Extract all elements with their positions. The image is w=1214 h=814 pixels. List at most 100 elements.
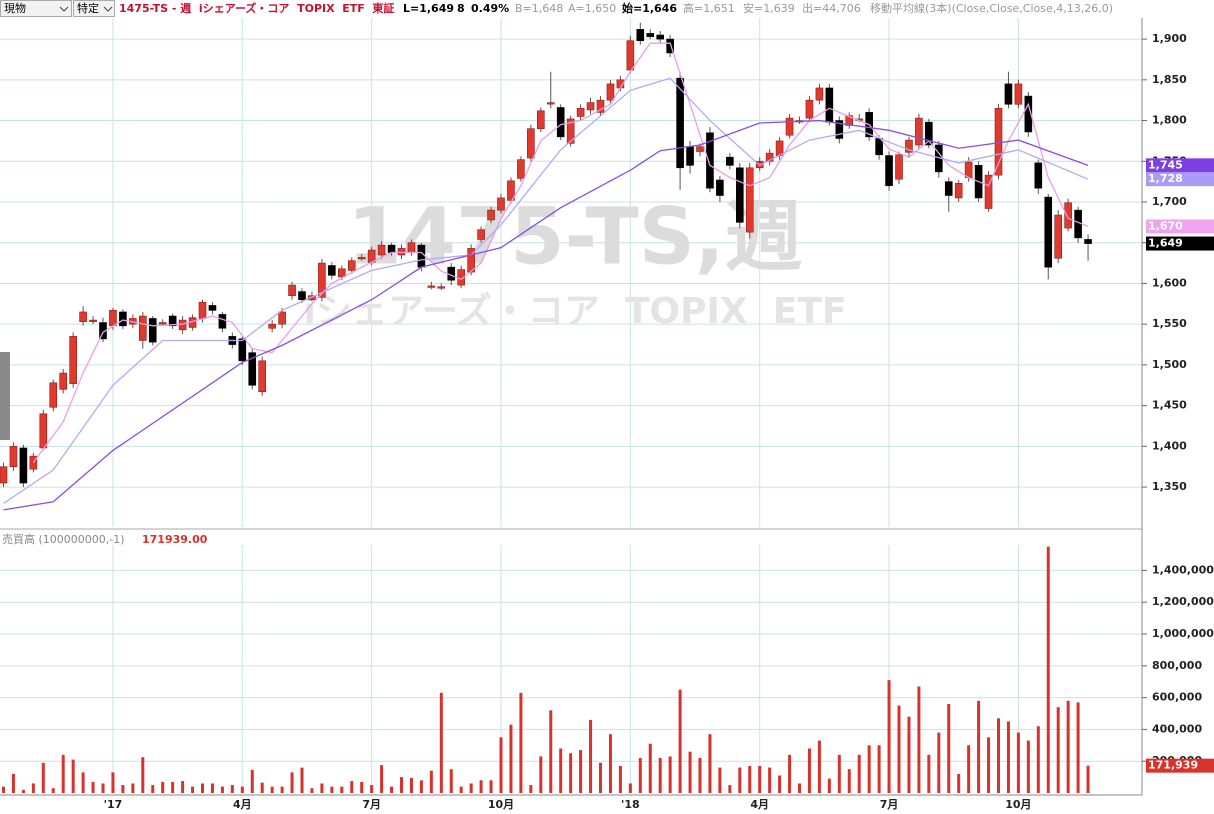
volume-bar — [350, 781, 354, 793]
volume-bar — [71, 759, 75, 793]
volume-bar — [151, 785, 155, 793]
volume-bar — [489, 780, 493, 793]
volume-bar — [618, 765, 622, 793]
candle-body — [626, 40, 635, 71]
volume-bar — [61, 754, 65, 793]
volume-bar — [539, 756, 543, 793]
moving-average-line — [3, 77, 1089, 504]
volume-bar — [1036, 726, 1040, 793]
volume-bar — [628, 783, 632, 793]
volume-bar — [41, 762, 45, 793]
volume-bar — [310, 788, 314, 793]
header-background — [0, 0, 1214, 18]
side-tab[interactable] — [0, 352, 10, 440]
y-tick-label: 400,000 — [1152, 722, 1202, 735]
volume-bar — [1006, 721, 1010, 793]
volume-bar — [608, 734, 612, 793]
x-tick-label: 7月 — [880, 798, 899, 811]
volume-bar — [499, 737, 503, 793]
candle-body — [507, 180, 515, 201]
market-select[interactable] — [0, 0, 72, 17]
volume-bar — [509, 724, 513, 793]
y-tick-label: 1,200,000 — [1152, 595, 1214, 608]
y-tick-label: 1,600 — [1152, 276, 1187, 289]
candle-body — [288, 284, 296, 296]
candle-body — [79, 311, 87, 323]
candle-body — [686, 146, 694, 166]
volume-bar — [340, 786, 344, 793]
y-tick-label: 1,800 — [1152, 114, 1187, 127]
candle-body — [1064, 202, 1072, 229]
candle-body — [1054, 214, 1062, 259]
volume-bar — [400, 777, 403, 793]
candle-body — [954, 182, 963, 199]
candle-body — [716, 179, 724, 196]
volume-panel-title: 売買高 (100000000,-1) — [2, 532, 125, 546]
dropdown-arrow — [59, 6, 69, 12]
volume-bar — [1066, 700, 1070, 793]
last-value-tag — [1146, 219, 1214, 234]
volume-bar — [449, 769, 453, 793]
volume-bar — [1076, 702, 1080, 793]
volume-bar — [1046, 546, 1050, 793]
account-select[interactable] — [73, 0, 115, 17]
volume-bar — [320, 783, 324, 793]
indicator-label: 移動平均線(3本)(Close,Close,Close,4,13,26,0) — [870, 1, 1113, 15]
high-price: 高=1,651 — [683, 1, 735, 15]
volume-bar — [579, 750, 583, 793]
candle-body — [318, 262, 326, 298]
volume-bar — [469, 783, 473, 793]
market-select-text: 現物 — [4, 1, 26, 15]
volume-bar — [439, 692, 443, 793]
volume-bar — [569, 753, 573, 793]
candle-body — [49, 382, 58, 408]
volume-bar — [798, 783, 801, 793]
candle-body — [706, 132, 714, 189]
volume-bar — [738, 767, 742, 793]
last-value-label: 1,728 — [1148, 172, 1183, 185]
last-value-tag — [1146, 758, 1214, 773]
candle-body — [646, 33, 655, 37]
volume-bar — [877, 745, 881, 793]
candle-body — [845, 115, 854, 126]
candle-body — [915, 117, 923, 146]
low-price: 安=1,639 — [743, 1, 795, 15]
y-tick-label: 1,700 — [1152, 195, 1187, 208]
candle-body — [964, 161, 973, 178]
y-tick-label: 1,400 — [1152, 439, 1187, 452]
candle-body — [586, 102, 595, 111]
ask: A=1,650 — [568, 2, 616, 15]
candle-body — [168, 315, 177, 327]
volume-bar — [380, 765, 384, 793]
volume-bar — [161, 781, 165, 793]
y-tick-label: 800,000 — [1152, 659, 1202, 672]
watermark-title: 1475-TS,週 — [347, 192, 802, 282]
candle-body — [347, 260, 356, 271]
volume-bar — [529, 785, 533, 793]
volume-bar — [1026, 740, 1030, 793]
volume-bar — [549, 710, 553, 793]
volume-bar — [1086, 765, 1090, 793]
y-tick-label: 1,000,000 — [1152, 627, 1214, 640]
grid-layer — [0, 0, 1142, 793]
volume-bar — [788, 754, 792, 793]
account-select-text: 特定 — [77, 1, 99, 15]
volume-bar — [917, 686, 921, 793]
last-value-tag — [1146, 236, 1214, 251]
volume-bar — [638, 758, 642, 793]
candle-body — [745, 167, 754, 233]
y-tick-label: 1,450 — [1152, 399, 1187, 412]
watermark-subtitle: iシェアーズ・コア TOPIX ETF — [304, 290, 847, 332]
x-tick-label: 10月 — [488, 798, 514, 811]
candle-body — [994, 108, 1003, 176]
candle-body — [576, 108, 585, 117]
candle-body — [895, 154, 903, 180]
change-percent: 0.49% — [471, 2, 509, 15]
candle-body — [666, 38, 674, 54]
x-tick-label: 4月 — [233, 798, 252, 811]
volume-bar — [330, 786, 334, 793]
volume-bar — [927, 754, 931, 793]
candle-body — [337, 268, 346, 278]
candle-body — [148, 318, 157, 343]
candle-body — [905, 139, 913, 153]
